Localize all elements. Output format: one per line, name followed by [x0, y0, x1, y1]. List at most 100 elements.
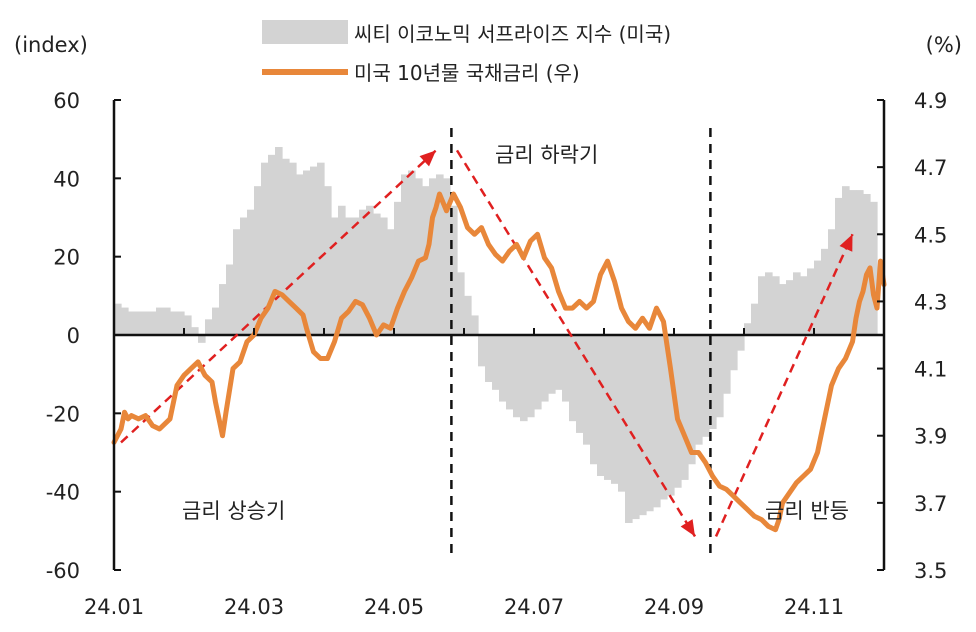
left-axis-tick-label: 0	[67, 324, 80, 348]
surprise-bar	[870, 201, 878, 335]
right-axis-tick-label: 3.9	[914, 425, 947, 449]
surprise-bar	[744, 323, 752, 335]
surprise-bar	[646, 335, 654, 512]
surprise-bar	[758, 276, 766, 335]
trend-arrow-head	[839, 234, 853, 252]
surprise-bar	[569, 335, 577, 422]
surprise-bar	[842, 186, 850, 335]
surprise-index-bars	[114, 147, 878, 523]
right-axis-unit: (%)	[926, 33, 962, 57]
surprise-bar	[541, 335, 549, 402]
trend-arrow-line	[714, 233, 854, 537]
surprise-bar	[450, 205, 458, 335]
surprise-bar	[856, 190, 864, 335]
surprise-bar	[737, 335, 745, 351]
left-axis-tick-label: -40	[46, 481, 80, 505]
surprise-bar	[800, 276, 808, 335]
surprise-bar	[576, 335, 584, 433]
treasury-line	[111, 191, 887, 533]
surprise-bar	[604, 335, 612, 480]
surprise-bar	[583, 335, 591, 445]
surprise-bar	[142, 311, 157, 335]
legend: 씨티 이코노믹 서프라이즈 지수 (미국) 미국 10년물 국채금리 (우)	[262, 20, 671, 85]
surprise-bar	[534, 335, 542, 410]
surprise-bar	[247, 209, 255, 335]
surprise-bar	[821, 248, 829, 335]
surprise-bar	[660, 335, 668, 500]
surprise-bar	[702, 335, 710, 437]
surprise-bar	[779, 284, 787, 335]
surprise-bar	[751, 303, 759, 335]
x-axis-tick-label: 24.03	[224, 595, 284, 619]
surprise-bar	[632, 335, 640, 520]
surprise-bar	[653, 335, 661, 508]
surprise-bar	[618, 335, 626, 492]
legend-label-treasury: 미국 10년물 국채금리 (우)	[354, 61, 580, 85]
surprise-bar	[478, 335, 486, 367]
surprise-bar	[114, 303, 122, 335]
surprise-bar	[639, 335, 647, 516]
surprise-bar	[814, 260, 822, 335]
surprise-bar	[772, 276, 780, 335]
surprise-bar	[471, 315, 479, 335]
trend-arrows	[120, 149, 854, 538]
x-axis-tick-label: 24.09	[644, 595, 704, 619]
surprise-bar	[611, 335, 619, 484]
surprise-bar	[667, 335, 675, 496]
surprise-bar	[681, 335, 689, 480]
surprise-bar	[429, 178, 437, 335]
surprise-bar	[765, 272, 773, 335]
surprise-bar	[184, 315, 192, 335]
x-axis-tick-label: 24.11	[784, 595, 844, 619]
surprise-bar	[170, 311, 185, 335]
surprise-bar	[730, 335, 738, 371]
left-axis-unit: (index)	[14, 33, 88, 57]
surprise-bar	[527, 335, 535, 418]
surprise-bar	[562, 335, 570, 402]
surprise-bar	[338, 205, 346, 335]
annotation-rebound: 금리 반등	[765, 499, 849, 523]
surprise-bar	[408, 170, 416, 335]
surprise-bar	[807, 268, 815, 335]
surprise-bar	[198, 335, 206, 343]
surprise-bar	[597, 335, 605, 476]
surprise-bar	[716, 335, 724, 418]
right-axis-tick-label: 4.7	[914, 156, 947, 180]
surprise-bar	[849, 190, 857, 335]
surprise-bar	[387, 229, 395, 335]
treasury-line-layer	[111, 191, 887, 533]
surprise-bar	[205, 319, 213, 335]
surprise-bar	[457, 272, 465, 335]
surprise-bar	[786, 280, 794, 335]
legend-swatch-surprise	[262, 20, 348, 44]
surprise-bar	[625, 335, 633, 523]
surprise-bar	[548, 335, 556, 394]
left-axis-tick-label: 40	[53, 167, 80, 191]
surprise-bar	[506, 335, 514, 410]
surprise-bar	[121, 307, 129, 335]
surprise-bar	[219, 284, 227, 335]
right-axis-tick-label: 3.7	[914, 492, 947, 516]
trend-arrow-head	[680, 519, 695, 537]
surprise-bar	[422, 186, 430, 335]
surprise-bar	[156, 307, 171, 335]
left-axis-tick-label: -60	[46, 559, 80, 583]
trend-arrow-head	[419, 150, 436, 167]
right-axis-tick-label: 3.5	[914, 559, 947, 583]
right-axis-tick-label: 4.1	[914, 358, 947, 382]
surprise-bar	[499, 335, 507, 402]
surprise-bar	[373, 213, 381, 335]
axes: 60 40 20 0 -20 -40 -60 4.9 4.7 4.5 4.3 4.1 3.9 3.7 3.5…	[46, 89, 948, 619]
surprise-bar	[282, 158, 290, 335]
right-axis-tick-label: 4.3	[914, 290, 947, 314]
legend-label-surprise: 씨티 이코노믹 서프라이즈 지수 (미국)	[354, 22, 671, 46]
x-axis-tick-label: 24.01	[84, 595, 144, 619]
surprise-bar	[555, 335, 563, 390]
surprise-bar	[464, 295, 472, 335]
surprise-bar	[415, 178, 423, 335]
annotation-rising: 금리 상승기	[182, 499, 285, 523]
surprise-bar	[331, 217, 339, 335]
surprise-bar	[240, 217, 248, 335]
surprise-bar	[485, 335, 493, 382]
